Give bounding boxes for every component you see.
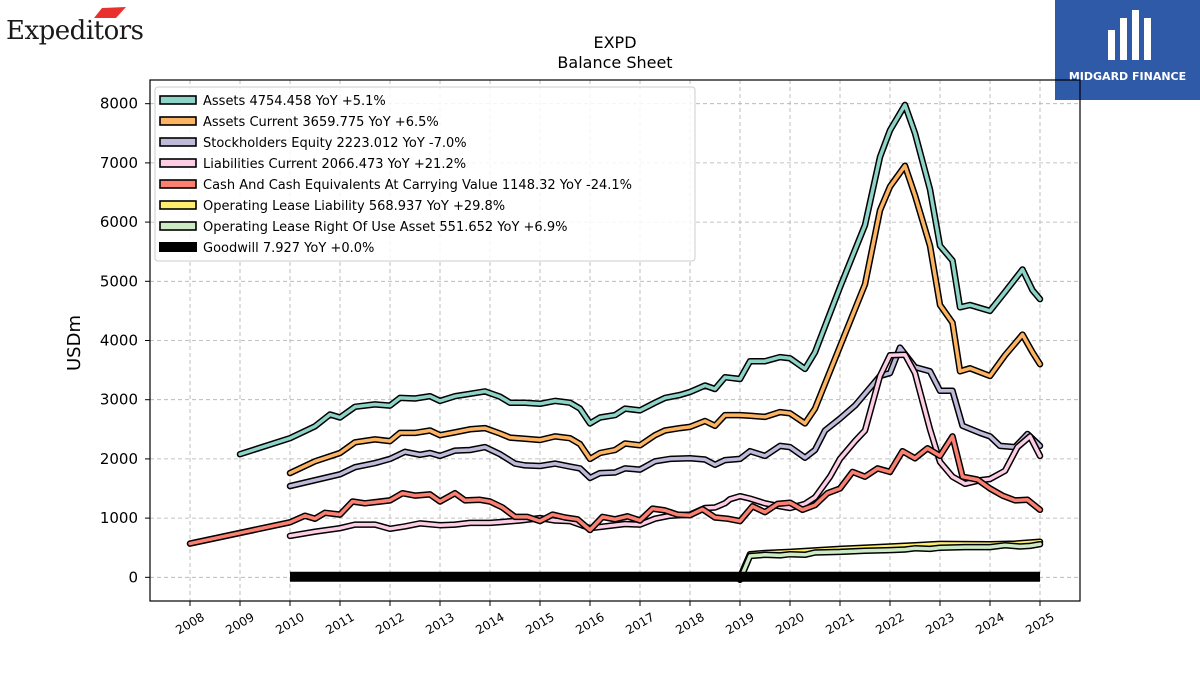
x-tick-label: 2024	[973, 610, 1006, 637]
legend-swatch-cash-and-cash-equivalents-at-carrying-value	[159, 179, 197, 189]
expeditors-logo-text: Expeditors	[6, 16, 144, 46]
x-tick-label: 2008	[173, 610, 206, 637]
x-tick-label: 2019	[723, 610, 756, 637]
y-tick-label: 2000	[100, 450, 138, 468]
x-tick-label: 2025	[1023, 610, 1056, 637]
x-tick-label: 2011	[323, 610, 356, 637]
expeditors-logo-mark	[94, 7, 126, 18]
midgard-logo-text: MIDGARD FINANCE	[1068, 70, 1187, 83]
series-line-operating-lease-right-of-use-asset	[738, 542, 1042, 582]
legend-label-operating-lease-right-of-use-asset: Operating Lease Right Of Use Asset 551.6…	[203, 220, 567, 235]
y-tick-label: 4000	[100, 332, 138, 350]
y-tick-label: 8000	[100, 95, 138, 113]
x-tick-label: 2014	[473, 610, 506, 637]
x-tick-label: 2022	[873, 610, 906, 637]
x-tick-label: 2010	[273, 610, 306, 637]
legend-label-assets: Assets 4754.458 YoY +5.1%	[203, 94, 386, 109]
chart-subtitle: Balance Sheet	[557, 53, 672, 72]
midgard-finance-logo: MIDGARD FINANCE	[1055, 0, 1200, 100]
series-line-liabilities-current	[288, 352, 1042, 538]
x-tick-label: 2017	[623, 610, 656, 637]
x-tick-label: 2018	[673, 610, 706, 637]
series-line-stockholders-equity	[288, 345, 1042, 488]
legend-swatch-stockholders-equity	[159, 137, 197, 147]
chart-title: EXPD	[593, 33, 636, 52]
x-tick-label: 2020	[773, 610, 806, 637]
series-line-assets-current	[288, 164, 1042, 475]
midgard-logo-mark	[1108, 10, 1151, 60]
series-lines	[186, 101, 1044, 583]
y-tick-label: 0	[128, 568, 138, 586]
legend: Assets 4754.458 YoY +5.1% Assets Current …	[154, 86, 696, 262]
legend-label-assets-current: Assets Current 3659.775 YoY +6.5%	[203, 115, 439, 130]
y-tick-label: 6000	[100, 213, 138, 231]
legend-box	[154, 86, 696, 262]
legend-label-goodwill: Goodwill 7.927 YoY +0.0%	[203, 241, 374, 256]
legend-swatch-operating-lease-right-of-use-asset	[159, 221, 197, 231]
legend-swatch-assets	[159, 95, 197, 105]
legend-label-liabilities-current: Liabilities Current 2066.473 YoY +21.2%	[203, 157, 466, 172]
series-line-cash-and-cash-equivalents-at-carrying-value	[188, 434, 1042, 546]
x-tick-label: 2015	[523, 610, 556, 637]
series-line-assets	[238, 103, 1042, 456]
y-tick-label: 5000	[100, 272, 138, 290]
legend-label-operating-lease-liability: Operating Lease Liability 568.937 YoY +2…	[203, 199, 505, 214]
x-tick-label: 2021	[823, 610, 856, 637]
x-tick-label: 2013	[423, 610, 456, 637]
x-tick-label: 2012	[373, 610, 406, 637]
legend-swatch-goodwill	[159, 242, 197, 252]
y-axis-label: USDm	[64, 315, 85, 371]
expeditors-logo: Expeditors	[6, 4, 156, 48]
legend-swatch-liabilities-current	[159, 158, 197, 168]
legend-label-stockholders-equity: Stockholders Equity 2223.012 YoY -7.0%	[203, 136, 467, 151]
legend-swatch-assets-current	[159, 116, 197, 126]
y-tick-label: 1000	[100, 509, 138, 527]
y-tick-label: 7000	[100, 154, 138, 172]
legend-swatch-operating-lease-liability	[159, 200, 197, 210]
x-tick-label: 2009	[223, 610, 256, 637]
y-tick-label: 3000	[100, 391, 138, 409]
x-tick-label: 2016	[573, 610, 606, 637]
legend-label-cash-and-cash-equivalents-at-carrying-value: Cash And Cash Equivalents At Carrying Va…	[203, 178, 632, 193]
x-tick-label: 2023	[923, 610, 956, 637]
